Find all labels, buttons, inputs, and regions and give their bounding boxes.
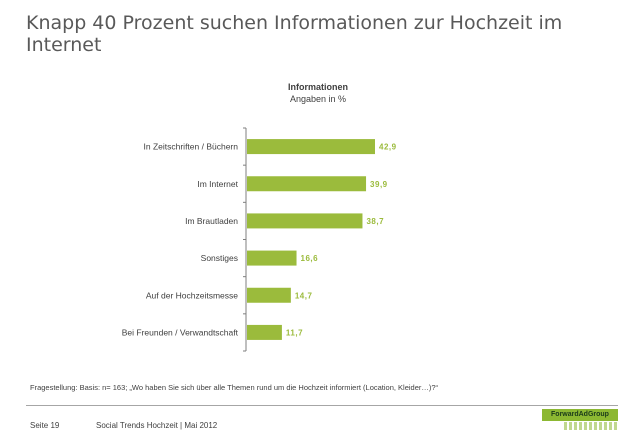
bar xyxy=(247,250,297,266)
bar xyxy=(247,287,291,303)
chart-bars: In Zeitschriften / Büchern 42,9 Im Interne… xyxy=(122,139,397,340)
footer-source: Social Trends Hochzeit | Mai 2012 xyxy=(96,421,218,430)
footer-divider xyxy=(26,405,618,406)
chart-subtitle: Angaben in % xyxy=(289,94,347,104)
value-label: 42,9 xyxy=(379,143,397,152)
logo-wordmark: ForwardAdGroup xyxy=(542,409,618,421)
bar xyxy=(247,176,367,192)
bar xyxy=(247,324,282,340)
category-label: In Zeitschriften / Büchern xyxy=(144,142,239,152)
bar xyxy=(247,139,375,155)
forwardadgroup-logo: ForwardAdGroup xyxy=(542,409,618,430)
category-label: Bei Freunden / Verwandtschaft xyxy=(122,327,239,337)
bar xyxy=(247,213,363,229)
value-label: 14,7 xyxy=(295,291,313,300)
footnote: Fragestellung: Basis: n= 163; „Wo haben … xyxy=(30,383,439,392)
chart-title-block: Informationen Angaben in % xyxy=(248,82,388,105)
page-number: Seite 19 xyxy=(30,421,60,430)
category-label: Sonstiges xyxy=(201,253,238,263)
chart-title: Informationen xyxy=(288,82,348,92)
category-label: Auf der Hochzeitsmesse xyxy=(146,290,238,300)
value-label: 38,7 xyxy=(366,217,384,226)
value-label: 16,6 xyxy=(301,254,319,263)
category-label: Im Internet xyxy=(197,179,238,189)
page-title: Knapp 40 Prozent suchen Informationen zu… xyxy=(26,12,563,56)
value-label: 11,7 xyxy=(286,328,303,337)
category-label: Im Brautladen xyxy=(185,216,238,226)
chart-axis xyxy=(243,127,247,352)
value-label: 39,9 xyxy=(370,180,388,189)
logo-tagline-graphic xyxy=(564,422,618,430)
